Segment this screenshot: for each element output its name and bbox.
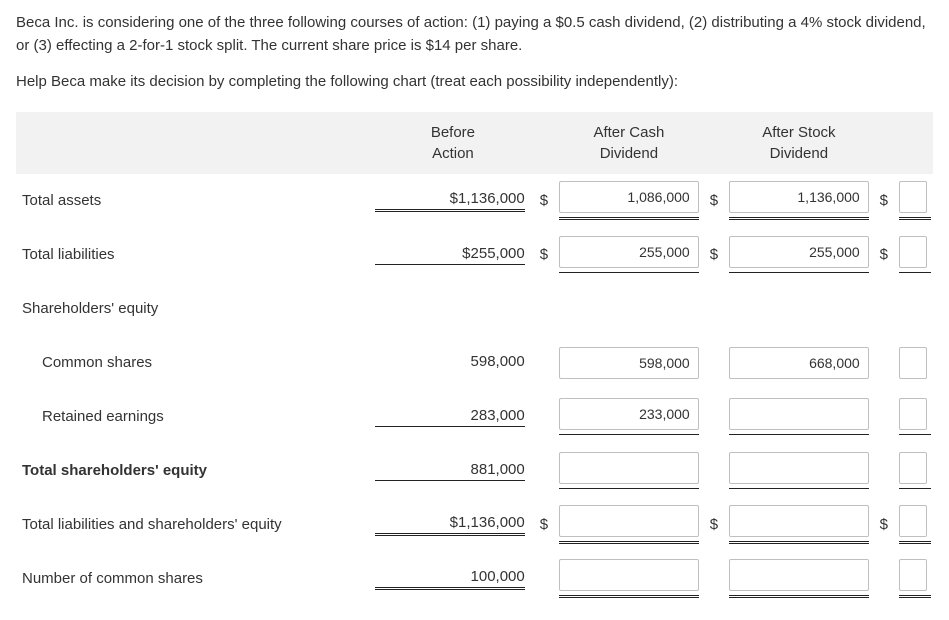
input-total-assets-stock[interactable]: [729, 181, 869, 213]
problem-intro: Beca Inc. is considering one of the thre…: [16, 12, 933, 94]
label-total-assets: Total assets: [16, 174, 375, 228]
header-cash: After CashDividend: [557, 112, 701, 174]
label-retained-earnings: Retained earnings: [16, 390, 375, 444]
input-total-liab-eq-split[interactable]: [899, 505, 927, 537]
intro-paragraph-1: Beca Inc. is considering one of the thre…: [16, 12, 933, 57]
intro-paragraph-2: Help Beca make its decision by completin…: [16, 71, 933, 94]
label-total-liabilities: Total liabilities: [16, 228, 375, 282]
input-total-liabilities-cash[interactable]: [559, 236, 699, 268]
input-num-shares-split[interactable]: [899, 559, 927, 591]
input-total-liab-eq-cash[interactable]: [559, 505, 699, 537]
header-stock: After StockDividend: [727, 112, 871, 174]
input-total-assets-cash[interactable]: [559, 181, 699, 213]
input-total-sh-equity-stock[interactable]: [729, 452, 869, 484]
label-sh-equity: Shareholders' equity: [16, 282, 375, 336]
row-common-shares: Common shares 598,000: [16, 336, 933, 390]
label-total-liab-eq: Total liabilities and shareholders' equi…: [16, 498, 375, 552]
input-common-shares-split[interactable]: [899, 347, 927, 379]
row-total-assets: Total assets $1,136,000 $ $ $: [16, 174, 933, 228]
input-total-assets-split[interactable]: [899, 181, 927, 213]
input-retained-earnings-stock[interactable]: [729, 398, 869, 430]
label-common-shares: Common shares: [16, 336, 375, 390]
input-total-liabilities-stock[interactable]: [729, 236, 869, 268]
input-num-shares-cash[interactable]: [559, 559, 699, 591]
input-common-shares-stock[interactable]: [729, 347, 869, 379]
label-total-sh-equity: Total shareholders' equity: [16, 444, 375, 498]
input-num-shares-stock[interactable]: [729, 559, 869, 591]
input-common-shares-cash[interactable]: [559, 347, 699, 379]
row-sh-equity-header: Shareholders' equity: [16, 282, 933, 336]
row-num-shares: Number of common shares 100,000: [16, 552, 933, 606]
input-retained-earnings-cash[interactable]: [559, 398, 699, 430]
header-before: BeforeAction: [375, 112, 531, 174]
input-total-sh-equity-split[interactable]: [899, 452, 927, 484]
row-retained-earnings: Retained earnings 283,000: [16, 390, 933, 444]
worksheet-table: BeforeAction After CashDividend After St…: [16, 112, 933, 606]
label-num-shares: Number of common shares: [16, 552, 375, 606]
input-retained-earnings-split[interactable]: [899, 398, 927, 430]
row-total-liab-eq: Total liabilities and shareholders' equi…: [16, 498, 933, 552]
row-total-liabilities: Total liabilities $255,000 $ $ $: [16, 228, 933, 282]
input-total-liabilities-split[interactable]: [899, 236, 927, 268]
input-total-sh-equity-cash[interactable]: [559, 452, 699, 484]
input-total-liab-eq-stock[interactable]: [729, 505, 869, 537]
row-total-sh-equity: Total shareholders' equity 881,000: [16, 444, 933, 498]
